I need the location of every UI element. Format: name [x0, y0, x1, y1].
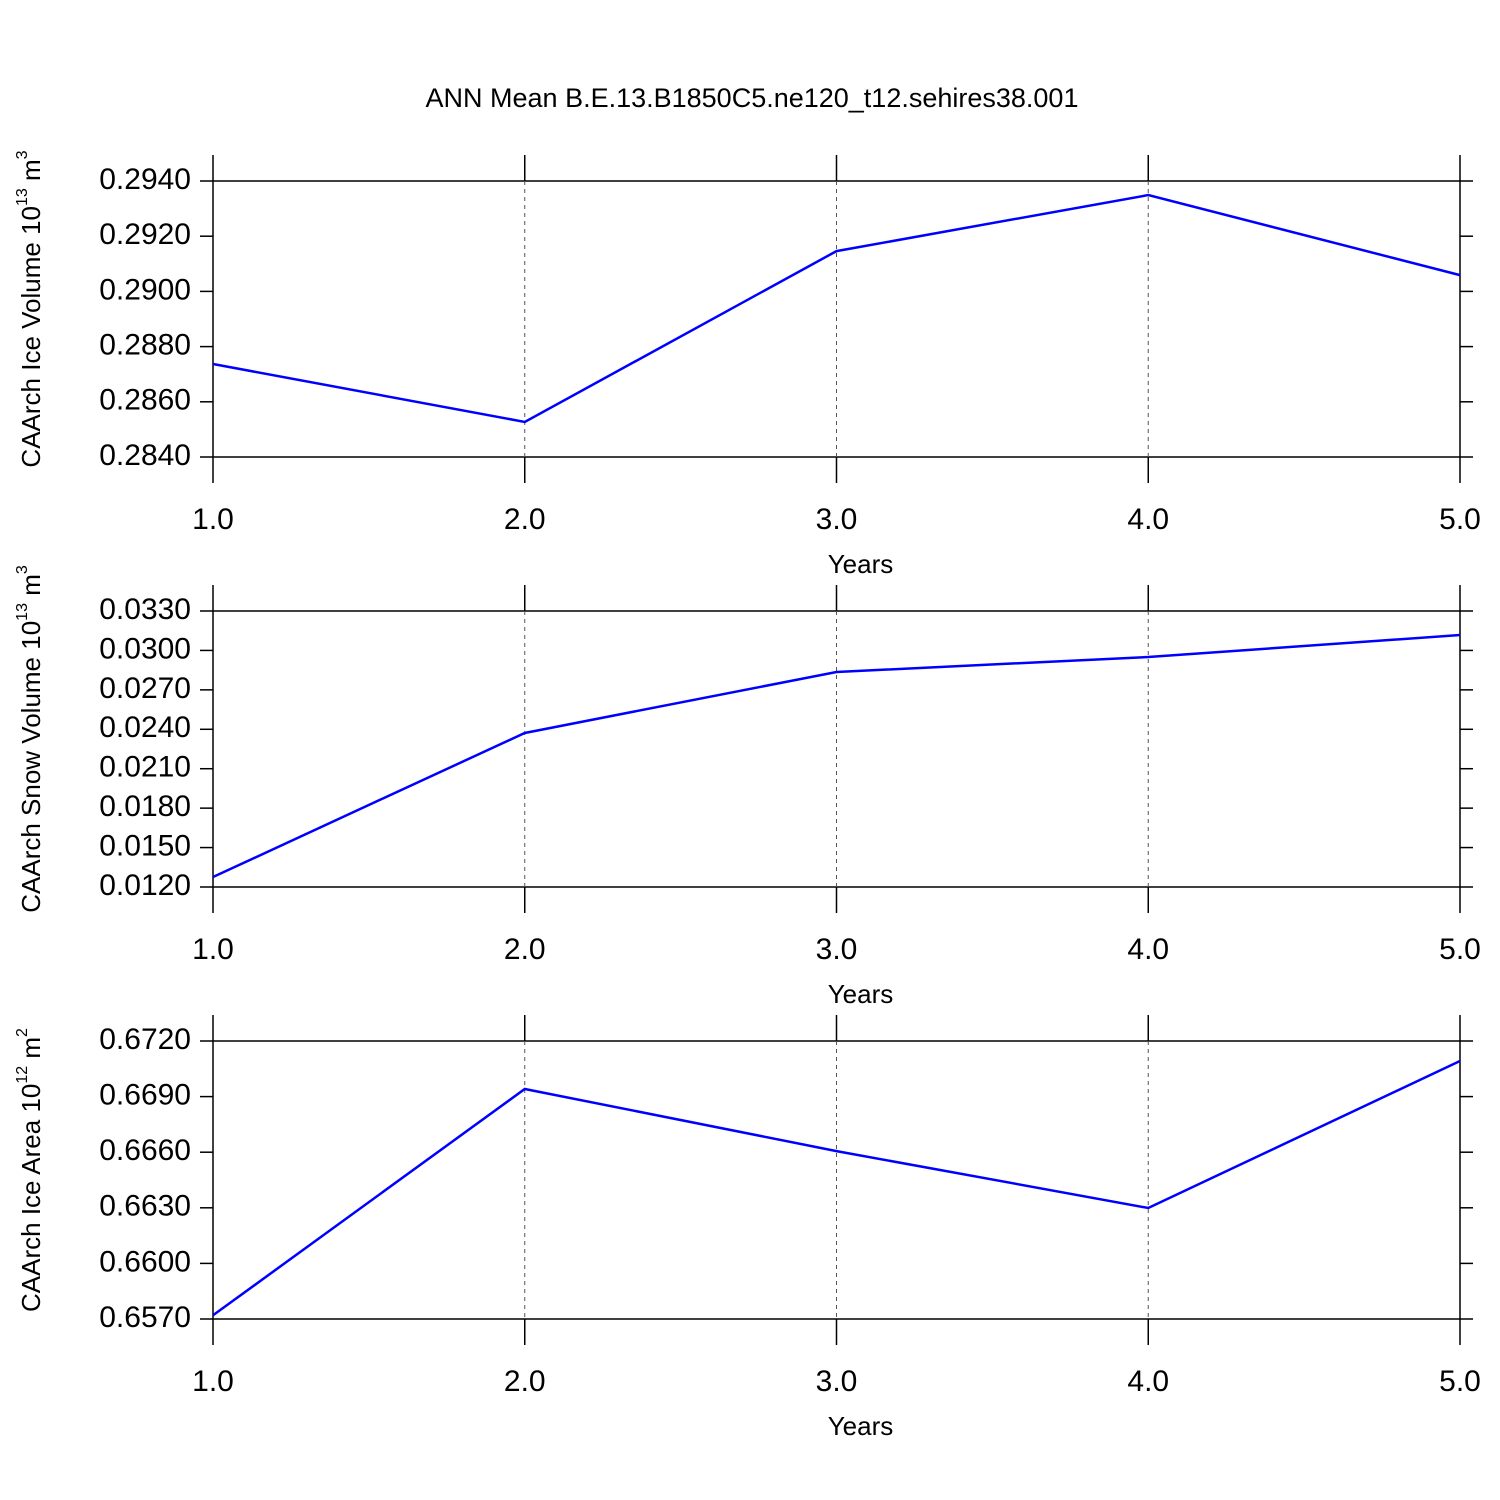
panel: 1.0 2.0 3.0 4.0 5.0 0.6570 0.6600 0.6630 0.6660 0… — [14, 1015, 1481, 1441]
y-axis-label-superscript: 13 — [14, 603, 31, 621]
x-axis-label: Years — [828, 549, 894, 579]
y-tick-label: 0.6660 — [99, 1134, 191, 1167]
data-line — [212, 1059, 1461, 1317]
y-tick-label: 0.0240 — [99, 711, 191, 744]
x-tick-label: 5.0 — [1439, 503, 1481, 536]
y-axis-label-part: m — [16, 1037, 46, 1066]
x-axis-label: Years — [828, 1411, 894, 1441]
y-axis-label: CAArch Ice Volume 1013 m3 — [14, 150, 46, 467]
y-axis-label-part: CAArch Ice Volume 10 — [16, 206, 46, 468]
panel: 1.0 2.0 3.0 4.0 5.0 0.2840 0.2860 0.2880 0.2900 0… — [14, 150, 1481, 579]
x-tick-label: 5.0 — [1439, 933, 1481, 966]
y-tick-label: 0.0270 — [99, 672, 191, 705]
x-tick-label: 1.0 — [192, 933, 234, 966]
x-tick-label: 2.0 — [504, 933, 546, 966]
y-axis-label-part: CAArch Ice Area 10 — [16, 1084, 46, 1312]
y-axis-label: CAArch Snow Volume 1013 m3 — [14, 565, 46, 913]
y-axis-label-part: m — [16, 159, 46, 188]
y-axis-label-part: CAArch Snow Volume 10 — [16, 621, 46, 913]
x-tick-label: 2.0 — [504, 503, 546, 536]
y-tick-label: 0.2920 — [99, 218, 191, 251]
figure-title: ANN Mean B.E.13.B1850C5.ne120_t12.sehire… — [426, 83, 1079, 113]
x-tick-label: 2.0 — [504, 1365, 546, 1398]
y-tick-label: 0.0120 — [99, 869, 191, 902]
panel: 1.0 2.0 3.0 4.0 5.0 0.0120 0.0150 0.0180 0.0210 0… — [14, 565, 1481, 1009]
y-tick-label: 0.0180 — [99, 790, 191, 823]
y-tick-label: 0.0150 — [99, 829, 191, 862]
x-tick-label: 1.0 — [192, 503, 234, 536]
x-tick-label: 5.0 — [1439, 1365, 1481, 1398]
y-tick-label: 0.6630 — [99, 1190, 191, 1223]
y-tick-label: 0.0210 — [99, 751, 191, 784]
x-tick-label: 3.0 — [816, 1365, 858, 1398]
x-tick-label: 3.0 — [816, 933, 858, 966]
data-line — [212, 633, 1461, 879]
y-axis-label-superscript: 13 — [14, 188, 31, 206]
x-axis-label: Years — [828, 979, 894, 1009]
y-axis-label-superscript: 3 — [14, 565, 31, 574]
y-axis-label-superscript: 3 — [14, 150, 31, 159]
y-tick-label: 0.2880 — [99, 329, 191, 362]
x-tick-label: 4.0 — [1127, 503, 1169, 536]
y-tick-label: 0.6720 — [99, 1023, 191, 1056]
y-axis-label-part: m — [16, 574, 46, 603]
y-tick-label: 0.2940 — [99, 163, 191, 196]
y-tick-label: 0.2900 — [99, 273, 191, 306]
x-tick-label: 4.0 — [1127, 1365, 1169, 1398]
y-tick-label: 0.6570 — [99, 1301, 191, 1334]
y-axis-label-superscript: 12 — [14, 1066, 31, 1084]
x-tick-label: 1.0 — [192, 1365, 234, 1398]
y-axis-label: CAArch Ice Area 1012 m2 — [14, 1028, 46, 1312]
y-tick-label: 0.2860 — [99, 384, 191, 417]
y-tick-label: 0.2840 — [99, 439, 191, 472]
y-tick-label: 0.0300 — [99, 632, 191, 665]
y-tick-label: 0.0330 — [99, 593, 191, 626]
x-tick-label: 3.0 — [816, 503, 858, 536]
data-line — [212, 193, 1461, 424]
y-tick-label: 0.6690 — [99, 1079, 191, 1112]
x-tick-label: 4.0 — [1127, 933, 1169, 966]
y-axis-label-superscript: 2 — [14, 1028, 31, 1037]
y-tick-label: 0.6600 — [99, 1245, 191, 1278]
